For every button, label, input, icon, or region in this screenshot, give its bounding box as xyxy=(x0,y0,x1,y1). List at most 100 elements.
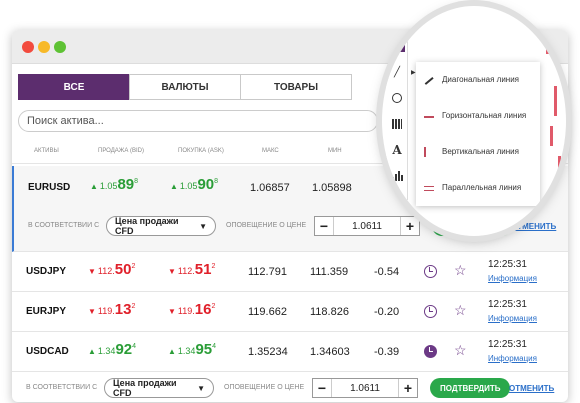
tab-currencies[interactable]: ВАЛЮТЫ xyxy=(129,74,241,100)
decrement-button[interactable]: − xyxy=(317,380,327,396)
candle xyxy=(546,46,549,54)
buy-price[interactable]: ▲ 1.05 90 8 xyxy=(170,176,219,193)
info-link[interactable]: Информация xyxy=(488,354,537,363)
chevron-down-icon: ▼ xyxy=(197,383,205,393)
info-link[interactable]: Информация xyxy=(488,314,537,323)
text-tool-icon[interactable]: A xyxy=(392,143,402,157)
min-value: 1.05898 xyxy=(312,182,352,194)
header-max: МАКС xyxy=(262,148,279,154)
min-value: 1.34603 xyxy=(310,346,350,358)
candle xyxy=(558,156,561,180)
arrow-down-icon: ▼ xyxy=(168,267,176,276)
max-value: 1.35234 xyxy=(248,346,288,358)
notify-label: ОПОВЕЩЕНИЕ О ЦЕНЕ xyxy=(224,384,305,391)
increment-button[interactable]: + xyxy=(403,380,413,396)
search-input[interactable]: Поиск актива... xyxy=(18,110,378,132)
tab-all[interactable]: ВСЕ xyxy=(18,74,130,100)
indicator-tool-icon[interactable] xyxy=(389,168,405,184)
sell-price[interactable]: ▼ 112. 50 2 xyxy=(88,261,136,278)
change-value: -0.39 xyxy=(374,346,400,358)
chart-candles xyxy=(542,26,566,226)
horizontal-line-icon xyxy=(424,116,434,118)
star-icon[interactable]: ☆ xyxy=(454,262,467,278)
close-window-button[interactable] xyxy=(22,41,34,53)
buy-price[interactable]: ▼ 112. 51 2 xyxy=(168,261,216,278)
header-buy: ПОКУПКА (ASK) xyxy=(178,148,224,154)
arrow-up-icon: ▲ xyxy=(88,347,96,356)
arrow-up-icon: ▲ xyxy=(168,347,176,356)
arrow-up-icon: ▲ xyxy=(170,182,178,191)
info-link[interactable]: Информация xyxy=(488,274,537,283)
max-value: 119.662 xyxy=(248,306,287,318)
asset-symbol: USDCAD xyxy=(26,346,69,357)
buy-price[interactable]: ▲ 1.34 95 4 xyxy=(168,341,217,358)
parallel-line-icon xyxy=(424,186,434,191)
circle-tool-icon[interactable] xyxy=(389,90,405,106)
price-stepper[interactable]: − 1.0611 + xyxy=(314,216,420,236)
time-value: 12:25:31 xyxy=(488,259,527,270)
change-value: -0.54 xyxy=(374,266,400,278)
decrement-button[interactable]: − xyxy=(319,218,329,234)
menu-item-parallel-line[interactable]: Параллельная линия xyxy=(416,170,540,206)
min-value: 111.359 xyxy=(310,266,349,278)
cancel-link[interactable]: ОТМЕНИТЬ xyxy=(509,384,555,393)
arrow-up-icon: ▲ xyxy=(90,182,98,191)
tab-commodities[interactable]: ТОВАРЫ xyxy=(240,74,352,100)
chart-drawing-panel: ➚ ╱ A ▶ Диагональная линия Горизонтальна… xyxy=(382,6,566,236)
sell-price[interactable]: ▼ 119. 13 2 xyxy=(88,301,136,318)
table-row[interactable]: USDCAD ▲ 1.34 92 4 ▲ 1.34 95 4 1.35234 1… xyxy=(12,332,568,372)
sell-price[interactable]: ▲ 1.05 89 8 xyxy=(90,176,139,193)
table-row[interactable]: EURJPY ▼ 119. 13 2 ▼ 119. 16 2 119.662 1… xyxy=(12,292,568,332)
menu-item-diagonal-line[interactable]: Диагональная линия xyxy=(416,62,540,98)
min-value: 118.826 xyxy=(310,306,349,318)
menu-item-vertical-line[interactable]: Вертикальная линия xyxy=(416,134,540,170)
notify-label: ОПОВЕЩЕНИЕ О ЦЕНЕ xyxy=(226,222,307,229)
increment-button[interactable]: + xyxy=(405,218,415,234)
stepper-value[interactable]: 1.0611 xyxy=(331,379,399,397)
minimize-window-button[interactable] xyxy=(38,41,50,53)
candle xyxy=(550,126,553,146)
drawing-toolbar: ➚ ╱ A xyxy=(386,30,408,200)
magnifier-lens: ➚ ╱ A ▶ Диагональная линия Горизонтальна… xyxy=(382,6,566,236)
arrow-down-icon: ▼ xyxy=(168,307,176,316)
candle xyxy=(554,86,557,116)
max-value: 112.791 xyxy=(248,266,287,278)
alarm-clock-icon[interactable] xyxy=(424,305,437,318)
menu-item-horizontal-line[interactable]: Горизонтальная линия xyxy=(416,98,540,134)
buy-price[interactable]: ▼ 119. 16 2 xyxy=(168,301,216,318)
star-icon[interactable]: ☆ xyxy=(454,342,467,358)
cursor-tool-icon[interactable]: ➚ xyxy=(389,36,405,52)
asset-symbol: EURUSD xyxy=(28,182,71,193)
chevron-down-icon: ▼ xyxy=(199,221,207,231)
asset-symbol: EURJPY xyxy=(26,306,67,317)
table-header: АКТИВЫ ПРОДАЖА (BID) ПОКУПКА (ASK) МАКС … xyxy=(12,142,568,164)
confirm-button[interactable]: ПОДТВЕРДИТЬ xyxy=(430,378,511,398)
diagonal-line-icon xyxy=(424,76,434,85)
arrow-down-icon: ▼ xyxy=(88,307,96,316)
price-type-select[interactable]: Цена продажи CFD ▼ xyxy=(106,216,216,236)
stepper-value[interactable]: 1.0611 xyxy=(333,217,401,235)
price-stepper[interactable]: − 1.0611 + xyxy=(312,378,418,398)
time-value: 12:25:31 xyxy=(488,299,527,310)
asset-tabs: ВСЕ ВАЛЮТЫ ТОВАРЫ xyxy=(18,74,352,100)
header-sell: ПРОДАЖА (BID) xyxy=(98,148,144,154)
time-value: 12:25:31 xyxy=(488,339,527,350)
asset-symbol: USDJPY xyxy=(26,266,67,277)
table-row[interactable]: USDJPY ▼ 112. 50 2 ▼ 112. 51 2 112.791 1… xyxy=(12,252,568,292)
alarm-clock-icon[interactable] xyxy=(424,345,437,358)
line-type-menu: Диагональная линия Горизонтальная линия … xyxy=(416,62,540,206)
submenu-arrow-icon: ▶ xyxy=(411,70,416,76)
header-assets: АКТИВЫ xyxy=(34,148,59,154)
cancel-link[interactable]: ОТМЕНИТЬ xyxy=(511,222,557,231)
star-icon[interactable]: ☆ xyxy=(454,302,467,318)
price-alert-form: В СООТВЕТСТВИИ С Цена продажи CFD ▼ ОПОВ… xyxy=(12,372,568,402)
price-type-select[interactable]: Цена продажи CFD ▼ xyxy=(104,378,214,398)
alarm-clock-icon[interactable] xyxy=(424,265,437,278)
maximize-window-button[interactable] xyxy=(54,41,66,53)
fibonacci-tool-icon[interactable] xyxy=(389,116,405,132)
arrow-down-icon: ▼ xyxy=(88,267,96,276)
sell-price[interactable]: ▲ 1.34 92 4 xyxy=(88,341,137,358)
according-label: В СООТВЕТСТВИИ С xyxy=(28,222,100,229)
header-min: МИН xyxy=(328,148,342,154)
line-tool-icon[interactable]: ╱ xyxy=(393,66,401,78)
